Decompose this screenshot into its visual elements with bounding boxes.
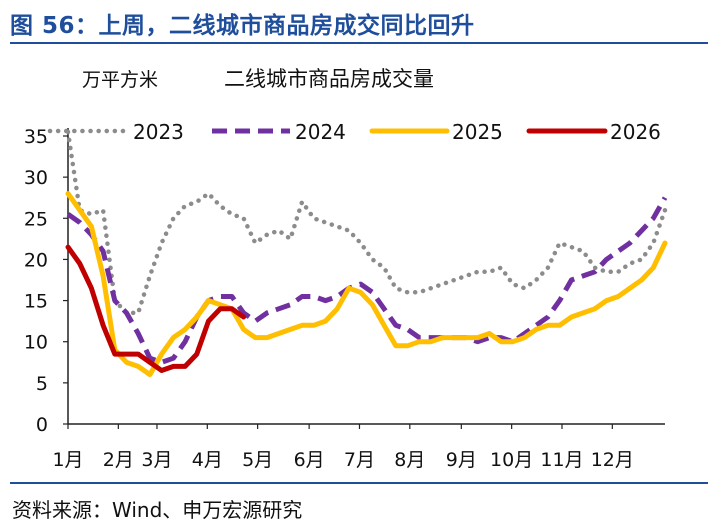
x-tick-label: 8月 (394, 449, 425, 471)
series-line-2026 (65, 244, 247, 373)
x-tick-label: 10月 (490, 449, 533, 471)
x-tick-label: 4月 (192, 449, 223, 471)
title-underline (10, 42, 708, 44)
source-divider (10, 482, 708, 484)
series-line-2025 (65, 191, 668, 378)
legend-label-2025: 2025 (452, 120, 503, 144)
chart-legend: 2023 2024 2025 2026 (47, 120, 661, 144)
series-2023 (65, 129, 668, 316)
figure-title: 图 56：上周，二线城市商品房成交同比回升 (10, 13, 475, 39)
x-tick-label: 3月 (141, 449, 172, 471)
series-line-2023 (65, 129, 668, 316)
y-tick-label: 5 (36, 373, 48, 395)
chart-axes: 0 5 10 15 20 25 30 35 1月 2月 3月 4月 5月 6月 7月 8月 9月 10月 11月 12… (24, 126, 665, 471)
legend-label-2026: 2026 (610, 120, 661, 144)
x-tick-label: 1月 (52, 449, 83, 471)
y-tick-label: 0 (36, 414, 48, 436)
y-tick-label: 15 (24, 291, 48, 313)
legend-label-2024: 2024 (295, 120, 346, 144)
series-2024 (66, 196, 668, 365)
x-tick-label: 12月 (591, 449, 634, 471)
x-tick-label: 2月 (103, 449, 134, 471)
y-tick-label: 30 (24, 167, 48, 189)
x-tick-label: 5月 (242, 449, 273, 471)
x-tick-label: 6月 (294, 449, 325, 471)
series-line-2024 (66, 196, 668, 365)
y-axis-unit-label: 万平方米 (82, 69, 158, 91)
source-note: 资料来源：Wind、申万宏源研究 (12, 498, 303, 522)
series-layer (65, 129, 668, 378)
legend-label-2023: 2023 (133, 120, 184, 144)
y-tick-label: 10 (24, 332, 48, 354)
x-tick-label: 7月 (344, 449, 375, 471)
series-2025 (65, 191, 668, 378)
series-2026 (65, 244, 247, 373)
y-tick-label: 25 (24, 208, 48, 230)
y-tick-label: 20 (24, 249, 48, 271)
chart-title: 二线城市商品房成交量 (224, 67, 434, 91)
y-tick-label: 35 (24, 126, 48, 148)
x-tick-label: 11月 (540, 449, 583, 471)
x-tick-label: 9月 (446, 449, 477, 471)
